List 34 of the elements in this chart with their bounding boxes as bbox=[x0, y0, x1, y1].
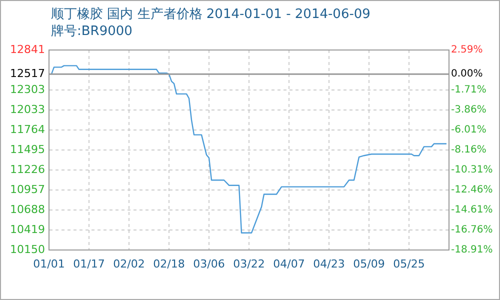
y2-tick-label: -16.76% bbox=[451, 224, 493, 236]
y-tick-label: 11495 bbox=[10, 142, 45, 156]
chart-subtitle: 牌号:BR9000 bbox=[51, 23, 132, 40]
x-tick-label: 01/01 bbox=[33, 257, 65, 270]
x-tick-label: 02/02 bbox=[113, 257, 145, 270]
y-tick-label: 10419 bbox=[10, 222, 45, 236]
y-tick-label: 10688 bbox=[10, 202, 45, 216]
y-tick-label: 12841 bbox=[10, 42, 45, 56]
x-tick-label: 03/22 bbox=[233, 257, 265, 270]
y-tick-label: 10957 bbox=[10, 182, 45, 196]
y-tick-label: 10150 bbox=[10, 242, 45, 256]
x-tick-label: 05/25 bbox=[393, 257, 425, 270]
y-tick-label: 12517 bbox=[10, 66, 45, 80]
y-tick-label: 11764 bbox=[10, 122, 45, 136]
x-tick-label: 04/07 bbox=[273, 257, 305, 270]
x-tick-label: 05/09 bbox=[353, 257, 385, 270]
x-tick-label: 01/17 bbox=[73, 257, 105, 270]
y2-tick-label: -8.16% bbox=[451, 144, 486, 156]
y2-tick-label: -10.31% bbox=[451, 164, 493, 176]
y2-tick-label: -6.01% bbox=[451, 124, 486, 136]
x-tick-label: 03/06 bbox=[193, 257, 225, 270]
x-tick-label: 02/18 bbox=[153, 257, 185, 270]
y2-tick-label: 0.00% bbox=[451, 68, 483, 80]
y-tick-label: 12303 bbox=[10, 82, 45, 96]
y-tick-label: 11226 bbox=[10, 162, 45, 176]
x-tick-label: 04/23 bbox=[313, 257, 345, 270]
y2-tick-label: -14.61% bbox=[451, 204, 493, 216]
y2-tick-label: 2.59% bbox=[451, 44, 483, 56]
y2-tick-label: -12.46% bbox=[451, 184, 493, 196]
y-tick-label: 12033 bbox=[10, 102, 45, 116]
y2-tick-label: -3.86% bbox=[451, 104, 486, 116]
chart-title: 顺丁橡胶 国内 生产者价格 2014-01-01 - 2014-06-09 bbox=[51, 6, 370, 23]
y2-tick-label: -1.71% bbox=[451, 84, 486, 96]
y2-tick-label: -18.91% bbox=[451, 244, 493, 256]
